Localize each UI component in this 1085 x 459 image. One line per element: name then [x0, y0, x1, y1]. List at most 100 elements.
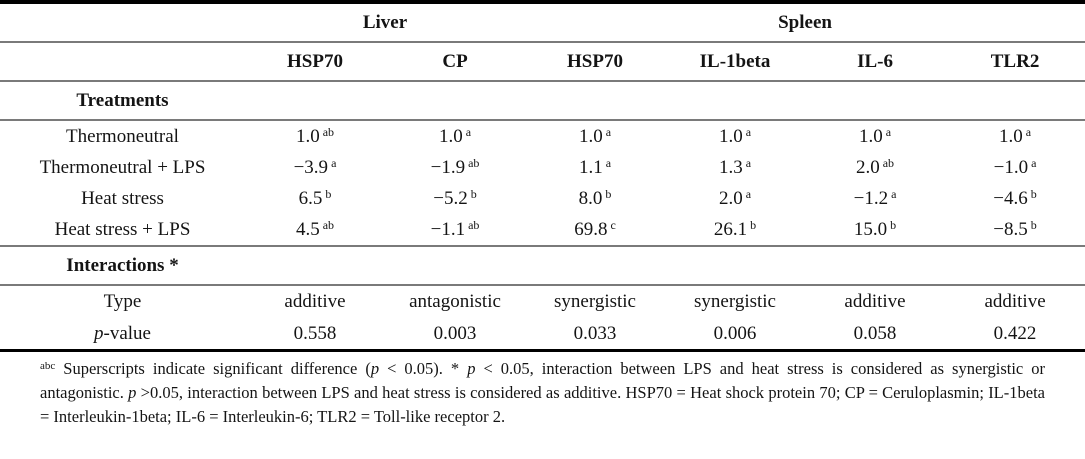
interaction-type-cell: synergistic — [554, 291, 636, 312]
significance-superscript: c — [610, 217, 616, 232]
interactions-section-label: Interactions * — [0, 246, 245, 286]
significance-superscript: b — [325, 186, 332, 201]
significance-superscript: a — [605, 124, 612, 139]
value-cell: 1.0 a — [438, 124, 472, 147]
pvalue-label-rest: -value — [103, 322, 151, 344]
value-cell: 6.5 b — [298, 186, 332, 209]
value-cell: 69.8 c — [525, 214, 666, 247]
significance-superscript: ab — [322, 124, 335, 139]
value-cell: −1.1 ab — [385, 214, 526, 247]
footnote-text: Superscripts indicate significant differ… — [55, 359, 371, 378]
significance-superscript: a — [1025, 124, 1032, 139]
table-row-heat-stress-lps: Heat stress + LPS 4.5 ab −1.1 ab 69.8 c 26.… — [0, 214, 1085, 247]
column-header-liver-hsp70: HSP70 — [245, 42, 385, 82]
value-cell: 2.0 a — [718, 186, 752, 209]
table-row-thermoneutral: Thermoneutral 1.0 ab 1.0 a 1.0 a 1.0 a 1.0 a … — [0, 120, 1085, 152]
value-cell: 8.0 b — [578, 186, 612, 209]
value-cell: 15.0 b — [805, 214, 946, 247]
treatments-section-label: Treatments — [0, 81, 245, 121]
significance-superscript: b — [1030, 217, 1037, 232]
table-row-interaction-type: Type additive antagonistic synergistic s… — [0, 285, 1085, 318]
significance-superscript: b — [1030, 186, 1037, 201]
organ-group-row: Liver Spleen — [0, 2, 1085, 43]
significance-superscript: ab — [882, 155, 895, 170]
footnote-text: < 0.05). * — [379, 359, 468, 378]
significance-superscript: a — [465, 124, 472, 139]
interaction-type-cell: additive — [984, 291, 1046, 312]
pvalue-label-italic-p: p — [94, 322, 104, 344]
footnote-italic-p: p — [467, 359, 476, 378]
significance-superscript: a — [745, 155, 752, 170]
significance-superscript: a — [605, 155, 612, 170]
value-cell: 1.1 a — [578, 155, 612, 178]
interaction-type-cell: additive — [844, 291, 906, 312]
significance-superscript: ab — [468, 217, 480, 232]
row-label: p-value — [0, 318, 245, 352]
pvalue-cell: 0.058 — [805, 318, 946, 352]
column-header-spleen-tlr2: TLR2 — [945, 42, 1085, 82]
significance-superscript: a — [885, 124, 892, 139]
significance-superscript: ab — [468, 155, 480, 170]
row-label: Thermoneutral — [66, 125, 179, 147]
significance-superscript: a — [1031, 155, 1037, 170]
significance-superscript: a — [891, 186, 897, 201]
column-header-spleen-hsp70: HSP70 — [525, 42, 666, 82]
significance-superscript: b — [470, 186, 477, 201]
value-cell: 1.0 ab — [295, 124, 335, 147]
significance-superscript: a — [331, 155, 337, 170]
interaction-type-cell: antagonistic — [409, 291, 501, 312]
interaction-type-cell: additive — [284, 291, 346, 312]
column-header-spleen-il6: IL-6 — [805, 42, 946, 82]
group-header-liver: Liver — [245, 2, 526, 43]
footnote-italic-p: p — [128, 383, 137, 402]
significance-superscript: b — [890, 217, 897, 232]
row-label: Heat stress + LPS — [0, 214, 245, 247]
value-cell: −8.5 b — [945, 214, 1085, 247]
treatments-section-row: Treatments — [0, 81, 1085, 121]
significance-superscript: b — [750, 217, 757, 232]
interactions-section-row: Interactions * — [0, 246, 1085, 286]
value-cell: −1.0 a — [993, 155, 1037, 178]
significance-superscript: a — [745, 124, 752, 139]
value-cell: 1.0 a — [578, 124, 612, 147]
pvalue-cell: 0.422 — [945, 318, 1085, 352]
row-label: Heat stress — [81, 187, 164, 209]
value-cell: 4.5 ab — [245, 214, 385, 247]
column-header-liver-cp: CP — [385, 42, 526, 82]
column-header-row: HSP70 CP HSP70 IL-1beta IL-6 TLR2 — [0, 42, 1085, 82]
value-cell: −3.9 a — [293, 155, 337, 178]
significance-superscript: a — [745, 186, 752, 201]
results-table: Liver Spleen HSP70 CP HSP70 IL-1beta IL-… — [0, 0, 1085, 352]
value-cell: 1.0 a — [858, 124, 892, 147]
value-cell: 2.0 ab — [855, 155, 895, 178]
empty-stub-cell — [0, 2, 245, 43]
value-cell: −1.2 a — [853, 186, 897, 209]
value-cell: −1.9 ab — [430, 155, 480, 178]
pvalue-cell: 0.558 — [245, 318, 385, 352]
value-cell: 26.1 b — [665, 214, 806, 247]
value-cell: −4.6 b — [993, 186, 1037, 209]
footnote-italic-p: p — [370, 359, 380, 378]
significance-superscript: ab — [322, 217, 335, 232]
row-label: Thermoneutral + LPS — [39, 156, 206, 178]
table-row-pvalue: p-value 0.558 0.003 0.033 0.006 0.058 0.… — [0, 318, 1085, 352]
empty-cell — [245, 246, 1085, 286]
value-cell: 1.3 a — [718, 155, 752, 178]
table-row-heat-stress: Heat stress 6.5 b −5.2 b 8.0 b 2.0 a −1.2 a −… — [0, 183, 1085, 214]
pvalue-cell: 0.033 — [525, 318, 666, 352]
value-cell: 1.0 a — [999, 124, 1032, 147]
pvalue-cell: 0.006 — [665, 318, 806, 352]
table-row-thermoneutral-lps: Thermoneutral + LPS −3.9 a −1.9 ab 1.1 a 1.… — [0, 152, 1085, 183]
footnote-text: >0.05, interaction between LPS and heat … — [40, 383, 1045, 426]
footnote-superscript-abc: abc — [40, 360, 56, 372]
table-footnote: abc Superscripts indicate significant di… — [0, 357, 1085, 429]
row-label: Type — [103, 291, 142, 312]
group-header-spleen: Spleen — [525, 2, 1085, 43]
empty-cell — [245, 81, 1085, 121]
interaction-type-cell: synergistic — [694, 291, 776, 312]
value-cell: 1.0 a — [718, 124, 752, 147]
pvalue-cell: 0.003 — [385, 318, 526, 352]
significance-superscript: b — [605, 186, 612, 201]
column-header-spleen-il1beta: IL-1beta — [665, 42, 806, 82]
